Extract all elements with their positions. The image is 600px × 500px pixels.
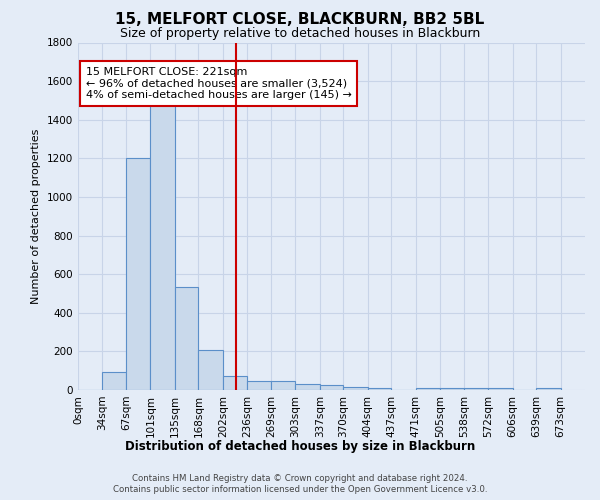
Text: Size of property relative to detached houses in Blackburn: Size of property relative to detached ho… [120,28,480,40]
Bar [126,158,151,390]
Bar [151,104,175,390]
Bar [343,387,368,390]
Text: 15 MELFORT CLOSE: 221sqm
← 96% of detached houses are smaller (3,524)
4% of semi: 15 MELFORT CLOSE: 221sqm ← 96% of detach… [86,67,352,100]
Bar [536,388,560,390]
Text: Contains HM Land Registry data © Crown copyright and database right 2024.: Contains HM Land Registry data © Crown c… [132,474,468,483]
Bar [368,388,391,390]
Bar [175,286,199,390]
Bar [488,388,512,390]
Bar [416,388,440,390]
Bar [320,385,343,390]
Bar [247,382,271,390]
Bar [295,384,320,390]
Text: Distribution of detached houses by size in Blackburn: Distribution of detached houses by size … [125,440,475,453]
Y-axis label: Number of detached properties: Number of detached properties [31,128,41,304]
Bar [440,388,464,390]
Bar [103,372,126,390]
Text: 15, MELFORT CLOSE, BLACKBURN, BB2 5BL: 15, MELFORT CLOSE, BLACKBURN, BB2 5BL [115,12,485,28]
Bar [271,382,295,390]
Bar [199,350,223,390]
Text: Contains public sector information licensed under the Open Government Licence v3: Contains public sector information licen… [113,485,487,494]
Bar [223,376,247,390]
Bar [464,388,488,390]
